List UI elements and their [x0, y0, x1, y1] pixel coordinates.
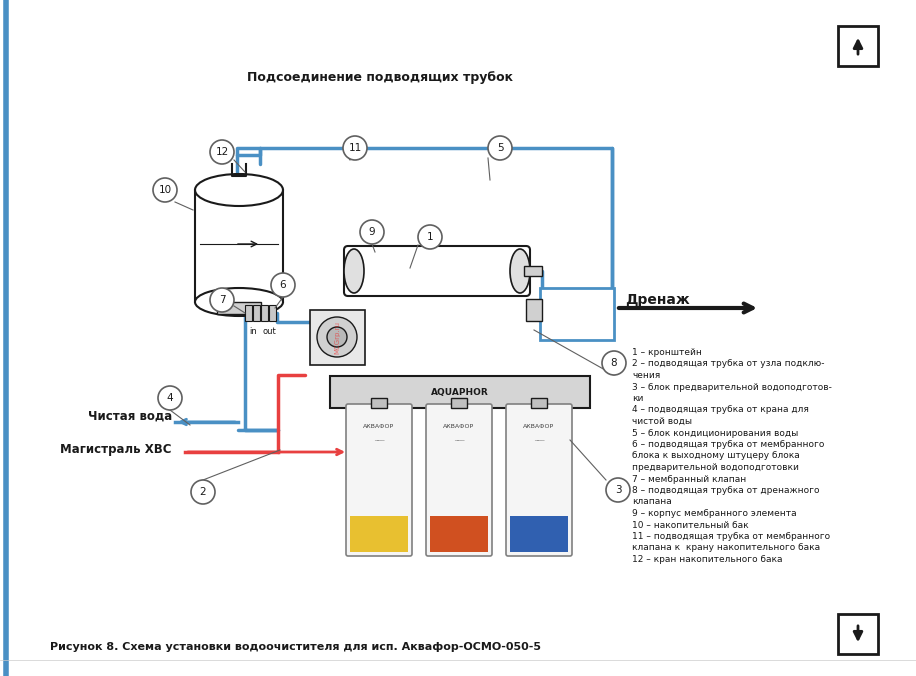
Bar — [245, 305, 252, 321]
Ellipse shape — [344, 249, 364, 293]
Text: 11: 11 — [348, 143, 362, 153]
Bar — [269, 305, 276, 321]
Text: 9 – корпус мембранного элемента: 9 – корпус мембранного элемента — [632, 509, 797, 518]
Circle shape — [327, 327, 347, 347]
Circle shape — [191, 480, 215, 504]
Text: 5: 5 — [496, 143, 503, 153]
Bar — [196, 190, 282, 302]
Text: 12: 12 — [215, 147, 229, 157]
Bar — [350, 516, 408, 552]
Text: 11 – подводящая трубка от мембранного: 11 – подводящая трубка от мембранного — [632, 532, 830, 541]
Circle shape — [210, 288, 234, 312]
Text: АКВАФОР: АКВАФОР — [364, 423, 395, 429]
Text: АКВАФОР: АКВАФОР — [443, 423, 474, 429]
Text: 4 – подводящая трубка от крана для: 4 – подводящая трубка от крана для — [632, 406, 809, 414]
Text: ки: ки — [632, 394, 643, 403]
Text: 12 – кран накопительного бака: 12 – кран накопительного бака — [632, 555, 782, 564]
Text: Подсоединение подводящих трубок: Подсоединение подводящих трубок — [247, 72, 513, 84]
Circle shape — [606, 478, 630, 502]
Text: 6: 6 — [279, 280, 287, 290]
Text: 10: 10 — [158, 185, 171, 195]
Text: чения: чения — [632, 371, 660, 380]
Circle shape — [210, 140, 234, 164]
Text: 1: 1 — [427, 232, 433, 242]
FancyBboxPatch shape — [426, 404, 492, 556]
Text: 8 – подводящая трубка от дренажного: 8 – подводящая трубка от дренажного — [632, 486, 820, 495]
Bar — [253, 305, 260, 321]
Bar — [510, 516, 568, 552]
Text: MCGrp.ru: MCGrp.ru — [334, 320, 340, 354]
Text: 10 – накопительный бак: 10 – накопительный бак — [632, 521, 748, 529]
Bar — [451, 398, 467, 408]
Text: 5 – блок кондиционирования воды: 5 – блок кондиционирования воды — [632, 429, 798, 437]
Bar — [261, 305, 268, 321]
Text: клапана к  крану накопительного бака: клапана к крану накопительного бака — [632, 544, 820, 552]
Text: 2: 2 — [200, 487, 206, 497]
Bar — [310, 310, 365, 365]
Text: 7: 7 — [219, 295, 225, 305]
Bar — [838, 26, 878, 66]
FancyBboxPatch shape — [344, 246, 530, 296]
Text: AQUAPHOR: AQUAPHOR — [431, 387, 489, 397]
Bar — [371, 398, 387, 408]
Text: АКВАФОР: АКВАФОР — [523, 423, 554, 429]
Text: 3 – блок предварительной водоподготов-: 3 – блок предварительной водоподготов- — [632, 383, 832, 391]
Circle shape — [158, 386, 182, 410]
Text: 1 – кронштейн: 1 – кронштейн — [632, 348, 702, 357]
Text: 8: 8 — [611, 358, 617, 368]
Text: ___: ___ — [534, 435, 544, 441]
Text: Магистраль ХВС: Магистраль ХВС — [60, 443, 172, 456]
Bar — [838, 614, 878, 654]
Circle shape — [343, 136, 367, 160]
Text: ___: ___ — [374, 435, 384, 441]
Text: 6 – подводящая трубка от мембранного: 6 – подводящая трубка от мембранного — [632, 440, 824, 449]
Text: клапана: клапана — [632, 498, 671, 506]
Text: Дренаж: Дренаж — [625, 293, 690, 307]
Bar — [330, 376, 590, 408]
Text: 3: 3 — [615, 485, 621, 495]
Text: 7 – мембранный клапан: 7 – мембранный клапан — [632, 475, 747, 483]
Bar — [217, 302, 261, 314]
Text: 2 – подводящая трубка от узла подклю-: 2 – подводящая трубка от узла подклю- — [632, 360, 824, 368]
Bar — [430, 516, 488, 552]
Bar — [531, 398, 547, 408]
Ellipse shape — [195, 174, 283, 206]
FancyBboxPatch shape — [346, 404, 412, 556]
Ellipse shape — [195, 288, 283, 316]
Text: чистой воды: чистой воды — [632, 417, 692, 426]
Text: блока к выходному штуцеру блока: блока к выходному штуцеру блока — [632, 452, 800, 460]
Text: in: in — [249, 327, 256, 336]
Circle shape — [317, 317, 357, 357]
FancyBboxPatch shape — [506, 404, 572, 556]
Text: Рисунок 8. Схема установки водоочистителя для исп. Аквафор-ОСМО-050-5: Рисунок 8. Схема установки водоочистител… — [50, 642, 541, 652]
Text: 4: 4 — [167, 393, 173, 403]
Circle shape — [602, 351, 626, 375]
Bar — [526, 299, 542, 321]
Text: Чистая вода: Чистая вода — [88, 410, 172, 422]
Circle shape — [488, 136, 512, 160]
Circle shape — [360, 220, 384, 244]
Text: 9: 9 — [368, 227, 376, 237]
Ellipse shape — [510, 249, 530, 293]
Text: предварительной водоподготовки: предварительной водоподготовки — [632, 463, 799, 472]
Bar — [540, 288, 614, 340]
Bar — [524, 266, 542, 276]
Text: out: out — [262, 327, 276, 336]
Circle shape — [418, 225, 442, 249]
Circle shape — [153, 178, 177, 202]
Text: ___: ___ — [453, 435, 464, 441]
Circle shape — [271, 273, 295, 297]
